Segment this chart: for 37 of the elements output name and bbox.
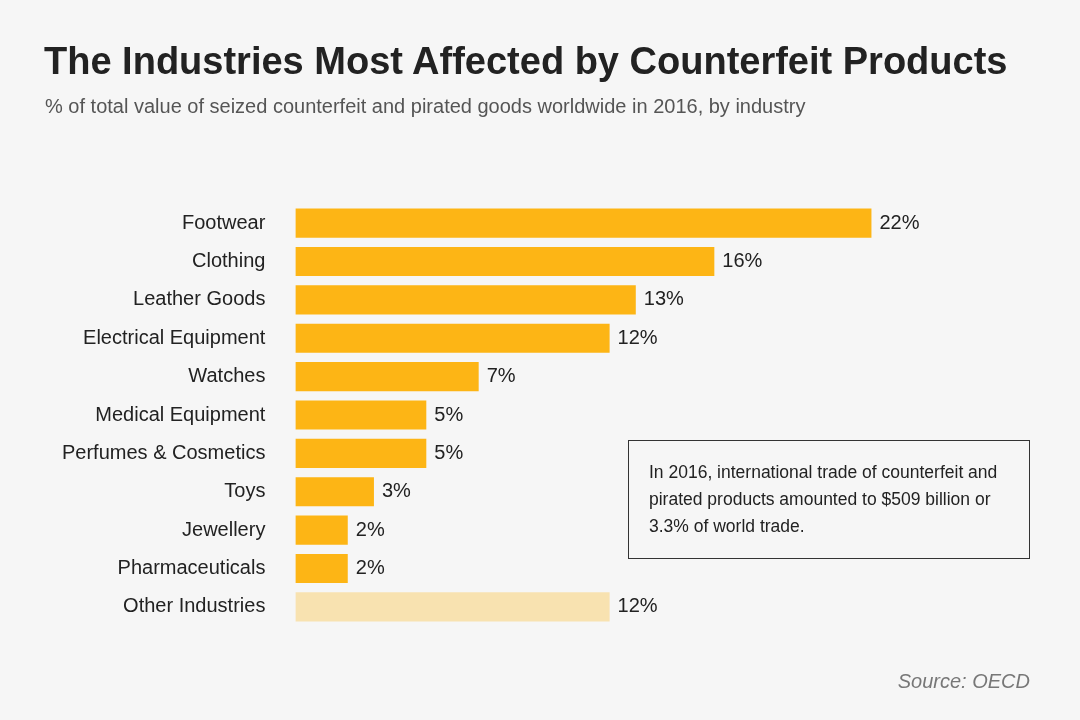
bar: [295, 515, 348, 545]
data-label: 3%: [381, 479, 412, 502]
bar: [295, 553, 348, 584]
bar: [295, 323, 610, 353]
y-tick-label: Toys: [224, 479, 266, 502]
bar: [295, 362, 479, 392]
y-tick-label: Clothing: [192, 249, 266, 272]
y-tick-label: Electrical Equipment: [83, 325, 266, 348]
y-tick-label: Leather Goods: [133, 287, 266, 310]
data-label: 22%: [879, 210, 920, 233]
bar: [295, 246, 715, 277]
y-tick-label: Watches: [188, 364, 266, 387]
y-tick-label: Footwear: [182, 210, 266, 233]
data-label: 16%: [722, 249, 763, 272]
data-label: 7%: [486, 364, 516, 387]
bar: [295, 400, 427, 430]
y-tick-label: Medical Equipment: [95, 402, 266, 425]
chart-title: The Industries Most Affected by Counterfeit Products: [44, 40, 1008, 83]
data-label: 13%: [643, 287, 685, 310]
data-label: 2%: [355, 555, 385, 578]
bar: [295, 208, 872, 238]
data-label: 12%: [617, 325, 658, 348]
callout-box: In 2016, international trade of counterfeit and pirated products amounted to $509 billion or 3.3% of world trade.: [628, 440, 1030, 559]
bar: [295, 438, 427, 468]
y-tick-label: Perfumes & Cosmetics: [62, 440, 266, 463]
data-label: 5%: [434, 402, 464, 425]
source-note: Source: OECD: [897, 670, 1030, 693]
bar: [295, 592, 610, 622]
bar: [295, 285, 636, 315]
bar: [295, 477, 374, 507]
y-tick-label: Jewellery: [182, 517, 266, 540]
y-tick-label: Other Industries: [123, 594, 266, 617]
chart-subtitle: % of total value of seized counterfeit and pirated goods worldwide in 2016, by industry: [45, 95, 806, 118]
data-label: 2%: [355, 517, 385, 540]
data-label: 5%: [434, 440, 464, 463]
data-label: 12%: [617, 594, 658, 617]
y-tick-label: Pharmaceuticals: [117, 555, 266, 578]
